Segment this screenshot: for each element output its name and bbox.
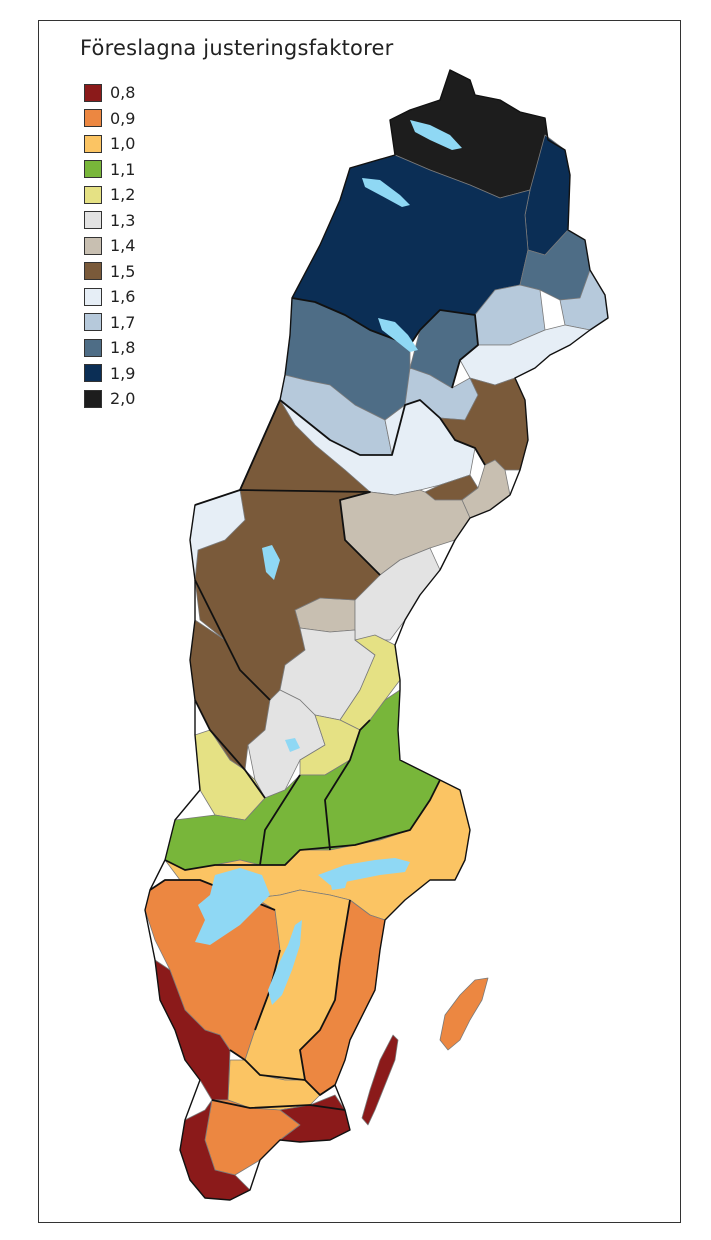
legend-label: 0,9 — [110, 108, 136, 128]
region-factor-1-2 — [194, 729, 266, 821]
lake-malaren — [318, 858, 410, 885]
legend-swatch — [84, 211, 102, 230]
county-boundary — [259, 774, 301, 866]
legend-item: 1,9 — [84, 361, 135, 387]
legend-item: 0,9 — [84, 106, 135, 132]
map-title: Föreslagna justeringsfaktorer — [80, 36, 394, 60]
legend-item: 1,7 — [84, 310, 135, 336]
county-boundary — [229, 1049, 336, 1096]
legend-label: 1,9 — [110, 363, 136, 383]
county-boundary — [194, 579, 271, 701]
lake-hjalmaren — [330, 878, 348, 890]
legend-label: 1,5 — [110, 261, 136, 281]
country-outline — [144, 69, 609, 1201]
county-boundary — [324, 719, 371, 851]
legend-swatch — [84, 287, 102, 306]
legend-item: 1,6 — [84, 284, 135, 310]
legend-swatch — [84, 313, 102, 332]
legend-swatch — [84, 236, 102, 255]
legend-item: 1,3 — [84, 208, 135, 234]
legend-swatch — [84, 109, 102, 128]
legend-item: 2,0 — [84, 386, 135, 412]
county-boundary — [211, 1099, 346, 1111]
region-factor-0-8 — [361, 1034, 399, 1126]
lake-north-3 — [378, 318, 418, 352]
legend-item: 1,0 — [84, 131, 135, 157]
legend-label: 2,0 — [110, 389, 136, 409]
lake-north-2 — [410, 120, 462, 150]
lake-north-1 — [362, 178, 410, 207]
county-boundary — [279, 399, 486, 466]
legend-label: 1,8 — [110, 338, 136, 358]
lakes — [195, 120, 462, 1005]
lake-storsjon — [262, 545, 280, 580]
legend: 0,8 0,9 1,0 1,1 1,2 1,3 1,4 1,5 1,6 1,7 … — [84, 80, 135, 412]
county-boundary — [164, 779, 441, 871]
lake-siljan — [285, 738, 300, 752]
legend-swatch — [84, 83, 102, 102]
lake-vattern — [268, 920, 302, 1005]
legend-swatch — [84, 338, 102, 357]
legend-label: 1,3 — [110, 210, 136, 230]
legend-item: 0,8 — [84, 80, 135, 106]
legend-label: 1,7 — [110, 312, 136, 332]
county-boundary — [194, 699, 266, 799]
legend-label: 1,4 — [110, 236, 136, 256]
legend-item: 1,1 — [84, 157, 135, 183]
legend-item: 1,2 — [84, 182, 135, 208]
legend-label: 1,2 — [110, 185, 136, 205]
legend-label: 1,1 — [110, 159, 136, 179]
region-factor-0-9 — [439, 977, 489, 1051]
county-boundary — [299, 899, 351, 1081]
legend-swatch — [84, 134, 102, 153]
legend-label: 1,6 — [110, 287, 136, 307]
legend-swatch — [84, 160, 102, 179]
legend-item: 1,8 — [84, 335, 135, 361]
legend-swatch — [84, 262, 102, 281]
legend-label: 0,8 — [110, 83, 136, 103]
legend-swatch — [84, 389, 102, 408]
legend-swatch — [84, 364, 102, 383]
lake-vanern — [195, 868, 270, 945]
legend-item: 1,4 — [84, 233, 135, 259]
legend-swatch — [84, 185, 102, 204]
region-factor-1-5 — [194, 399, 381, 701]
legend-item: 1,5 — [84, 259, 135, 285]
legend-label: 1,0 — [110, 134, 136, 154]
county-boundary — [291, 297, 479, 389]
